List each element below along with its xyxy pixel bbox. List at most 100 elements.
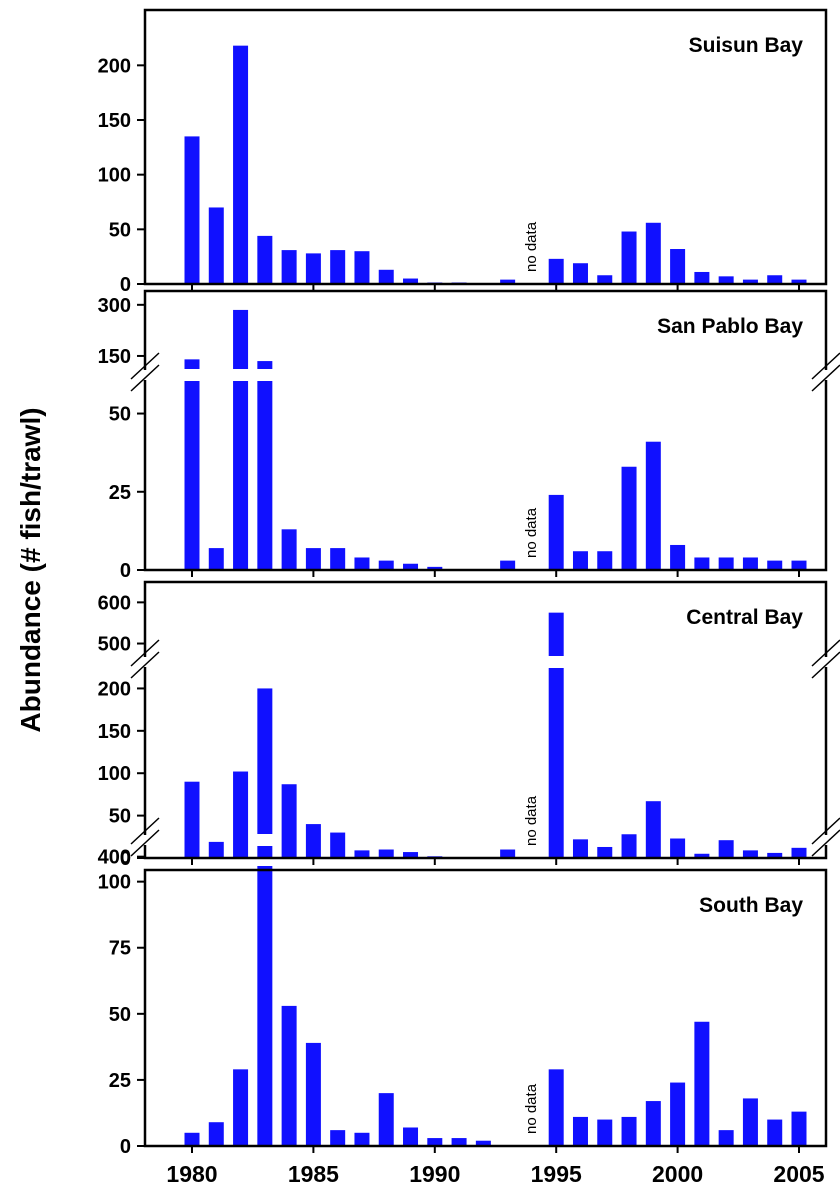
y-tick-label: 50 [109,219,131,241]
bar-1987 [354,557,370,570]
bar-2000 [670,838,686,858]
axis-break-mark [811,364,840,392]
bar-1989 [403,1127,419,1146]
y-tick-label: 200 [98,55,131,77]
bar-1999 [645,1101,661,1146]
bar-break-gap-1980 [183,369,201,381]
bar-1999 [645,801,661,858]
bar-1997 [597,1119,613,1146]
bar-2003 [742,279,758,284]
no-data-label: no data [523,1083,540,1134]
x-tick-label: 1985 [288,1161,339,1187]
y-tick-label: 100 [98,872,131,894]
bar-1989 [403,563,419,570]
bar-1990 [427,566,443,570]
no-data-label: no data [523,221,540,272]
bar-1996 [572,551,588,570]
axis-break-mark [130,817,160,845]
bar-1984 [281,529,297,570]
y-tick-label: 0 [120,560,131,582]
axis-break-gap [140,370,150,380]
bar-1985 [305,548,321,570]
bar-1997 [597,551,613,570]
bar-1983 [257,866,273,1146]
axis-break-mark [130,352,160,380]
y-tick-label: 50 [109,1004,131,1026]
bar-1983 [257,361,273,570]
x-tick-label: 2005 [773,1161,824,1187]
bar-2003 [742,557,758,570]
bar-1986 [330,1130,346,1146]
bar-1984 [281,784,297,858]
panel-title: Central Bay [686,606,803,629]
axis-break-mark [811,639,840,667]
axis-break-mark [130,639,160,667]
axis-break-mark [130,651,160,679]
axis-break-gap [821,835,831,845]
y-tick-label: 25 [109,482,131,504]
bar-1982 [233,1069,249,1146]
bar-2002 [718,557,734,570]
axis-break-mark [811,352,840,380]
bar-1998 [621,834,637,858]
axis-break-gap [140,835,150,845]
panel-frame [143,289,828,572]
bar-1998 [621,1116,637,1146]
bar-1993 [500,849,516,858]
bar-1996 [572,1116,588,1146]
y-tick-label: 400 [98,847,131,869]
panel-frame [143,868,828,1148]
axis-break-gap [821,657,831,667]
bar-1988 [378,560,394,570]
no-data-label: no data [523,795,540,846]
bar-2001 [694,853,710,858]
y-tick-label: 500 [98,634,131,656]
bar-1989 [403,278,419,284]
bar-1986 [330,250,346,284]
no-data-label: no data [523,507,540,558]
bar-1985 [305,824,321,858]
bar-1992 [475,1140,491,1146]
y-tick-label: 75 [109,938,131,960]
panel-frame [143,580,828,860]
bar-1981 [208,548,224,570]
x-tick-label: 1990 [409,1161,460,1187]
bar-2001 [694,271,710,284]
bar-1980 [184,781,200,858]
panel-south-bay: 0 25 50 75 100 400 South Bay no data [98,817,840,1158]
x-tick-label: 1980 [166,1161,217,1187]
x-tick-label: 1995 [531,1161,582,1187]
bar-1986 [330,832,346,858]
bar-1986 [330,548,346,570]
bar-1988 [378,1093,394,1146]
bar-1981 [208,207,224,284]
y-axis-label: Abundance (# fish/trawl) [15,407,46,732]
bar-1997 [597,846,613,858]
bar-2002 [718,276,734,284]
panel-frame [143,8,828,286]
y-tick-label: 25 [109,1070,131,1092]
y-tick-label: 300 [98,295,131,317]
y-tick-label: 50 [109,806,131,828]
bar-1983 [257,235,273,284]
bar-break-gap-1983 [256,834,274,846]
y-tick-label: 150 [98,110,131,132]
bar-1981 [208,1122,224,1146]
bar-1997 [597,275,613,284]
bar-1980 [184,359,200,570]
axis-break-mark [130,364,160,392]
axis-break-gap [821,370,831,380]
bar-1990 [427,1138,443,1146]
panel-san-pablo-bay: 0 25 50 150 300 San Pablo Bay no data [98,289,840,582]
panel-central-bay: 0 50 100 150 200 500 600 Central Bay no data [98,580,840,870]
bar-1999 [645,441,661,570]
bar-2004 [767,275,783,284]
bar-2003 [742,850,758,858]
bar-1985 [305,1042,321,1146]
bar-1988 [378,849,394,858]
bar-1998 [621,466,637,570]
y-tick-label: 150 [98,721,131,743]
bar-1982 [233,309,249,570]
y-tick-label: 200 [98,678,131,700]
